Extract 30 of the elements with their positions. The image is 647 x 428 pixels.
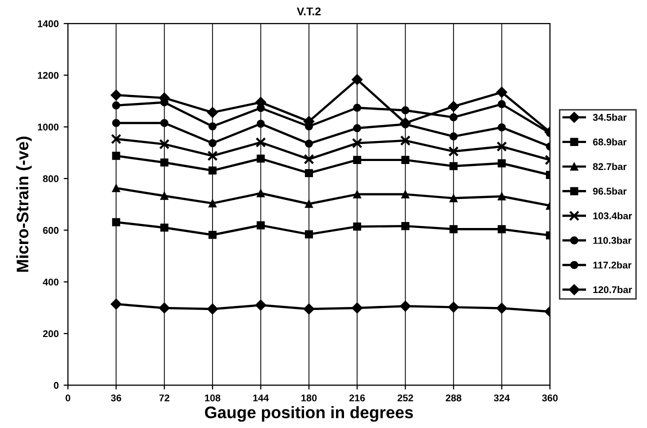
legend-label: 68.9bar bbox=[593, 138, 627, 146]
x-tick-label: 252 bbox=[398, 394, 414, 402]
y-tick-label: 0 bbox=[54, 382, 59, 389]
x-tick-label: 360 bbox=[542, 394, 558, 402]
x-tick-label: 72 bbox=[159, 394, 170, 402]
y-axis-title: Micro-Strain (-ve) bbox=[16, 136, 32, 272]
y-tick-label: 400 bbox=[42, 278, 59, 286]
x-axis-title: Gauge position in degrees bbox=[204, 406, 413, 422]
x-tick-label: 180 bbox=[301, 394, 317, 402]
legend-label: 82.7bar bbox=[592, 162, 627, 170]
legend-label: 34.5bar bbox=[592, 114, 627, 121]
legend-label: 103.4bar bbox=[593, 212, 632, 220]
y-tick-label: 1200 bbox=[38, 72, 59, 79]
x-tick-label: 144 bbox=[253, 394, 269, 402]
x-tick-label: 324 bbox=[494, 394, 510, 402]
y-tick-label: 1000 bbox=[38, 124, 59, 130]
x-tick-label: 108 bbox=[205, 394, 220, 402]
x-tick-label: 288 bbox=[446, 394, 462, 402]
y-tick-label: 800 bbox=[42, 175, 59, 182]
legend-label: 110.3bar bbox=[593, 236, 632, 244]
legend-label: 117.2bar bbox=[593, 261, 632, 269]
x-tick-label: 216 bbox=[349, 394, 365, 402]
x-tick-label: 36 bbox=[110, 394, 122, 402]
y-tick-label: 1400 bbox=[38, 20, 59, 28]
y-tick-label: 600 bbox=[43, 226, 59, 234]
chart-title: V.T.2 bbox=[296, 7, 321, 16]
x-tick-label: 0 bbox=[66, 394, 70, 402]
y-tick-label: 200 bbox=[43, 330, 59, 338]
legend-label: 96.5bar bbox=[593, 188, 627, 195]
legend-label: 120.7bar bbox=[593, 286, 632, 294]
